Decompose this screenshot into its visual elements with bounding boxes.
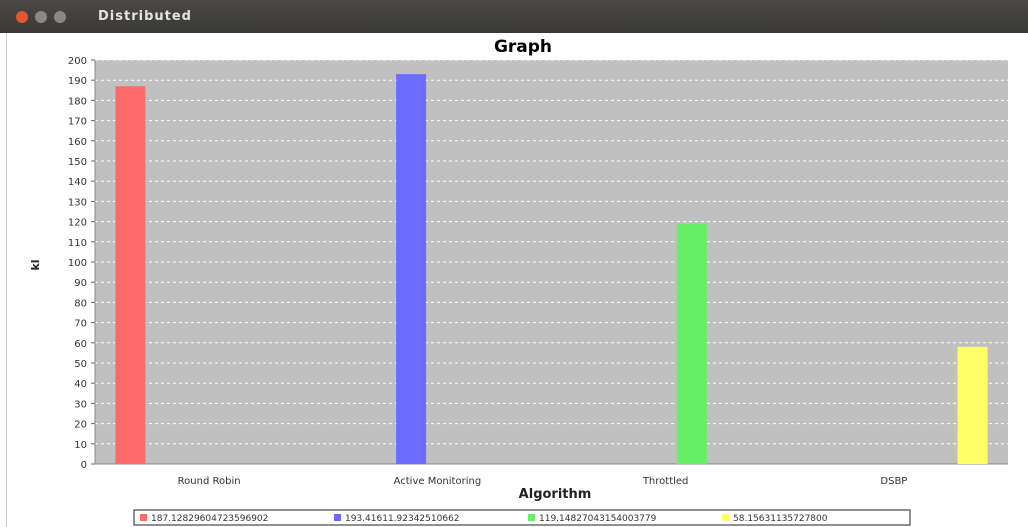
y-tick-label: 150	[68, 157, 87, 168]
legend-label: 119.14827043154003779	[539, 514, 657, 524]
legend-label: 58.15631135727800	[733, 514, 828, 524]
y-tick-label: 160	[68, 137, 87, 148]
window-titlebar: Distributed	[0, 0, 1028, 33]
y-tick-label: 30	[74, 399, 87, 410]
gridlines	[95, 59, 1008, 445]
y-tick-label: 80	[74, 298, 87, 309]
x-axis-label: Algorithm	[519, 487, 592, 502]
y-axis: 0 10 20 30 40 50 60 70 80 90 100 110 120 130 140 150 160…	[68, 56, 96, 471]
legend-swatch	[140, 514, 147, 521]
y-tick-label: 200	[68, 56, 87, 67]
bar	[115, 86, 146, 464]
legend-label: 193.41611.92342510662	[345, 514, 460, 524]
y-tick-label: 70	[74, 319, 87, 330]
x-tick-label: Round Robin	[178, 476, 241, 487]
bars	[115, 74, 988, 464]
bar	[676, 223, 707, 464]
legend-label: 187.12829604723596902	[151, 514, 268, 524]
y-axis-label: kl	[29, 259, 42, 270]
minimize-icon[interactable]	[35, 11, 47, 23]
y-tick-label: 40	[74, 379, 87, 390]
y-tick-label: 60	[74, 339, 87, 350]
bar	[957, 346, 988, 464]
bar	[396, 74, 427, 464]
y-tick-label: 20	[74, 420, 87, 431]
legend-swatch	[722, 514, 729, 521]
window-title: Distributed	[98, 9, 192, 24]
bar-chart: Graph 0 10 20 30 40 50 60 70 80 90 100 110 120 130 140…	[29, 37, 1008, 526]
window-frame-edge	[0, 33, 7, 527]
x-tick-label: Active Monitoring	[394, 476, 482, 487]
y-tick-label: 110	[68, 238, 87, 249]
y-tick-label: 190	[68, 76, 87, 87]
legend-swatch	[528, 514, 535, 521]
legend: 187.12829604723596902 193.41611.923425106…	[133, 509, 911, 526]
y-tick-label: 170	[68, 117, 87, 128]
y-tick-label: 140	[68, 177, 87, 188]
x-tick-label: Throttled	[642, 476, 689, 487]
chart-title: Graph	[494, 37, 552, 57]
y-tick-label: 90	[74, 278, 87, 289]
y-tick-label: 0	[81, 460, 87, 471]
legend-box	[133, 509, 911, 526]
maximize-icon[interactable]	[54, 11, 66, 23]
y-tick-label: 100	[68, 258, 87, 269]
y-tick-label: 120	[68, 218, 87, 229]
legend-swatch	[334, 514, 341, 521]
y-tick-label: 50	[74, 359, 87, 370]
y-tick-label: 180	[68, 96, 87, 107]
y-tick-label: 130	[68, 197, 87, 208]
x-axis: Round Robin Active Monitoring Throttled DSB…	[95, 463, 1008, 487]
close-icon[interactable]	[16, 11, 28, 23]
x-tick-label: DSBP	[880, 476, 907, 487]
y-tick-label: 10	[74, 440, 87, 451]
